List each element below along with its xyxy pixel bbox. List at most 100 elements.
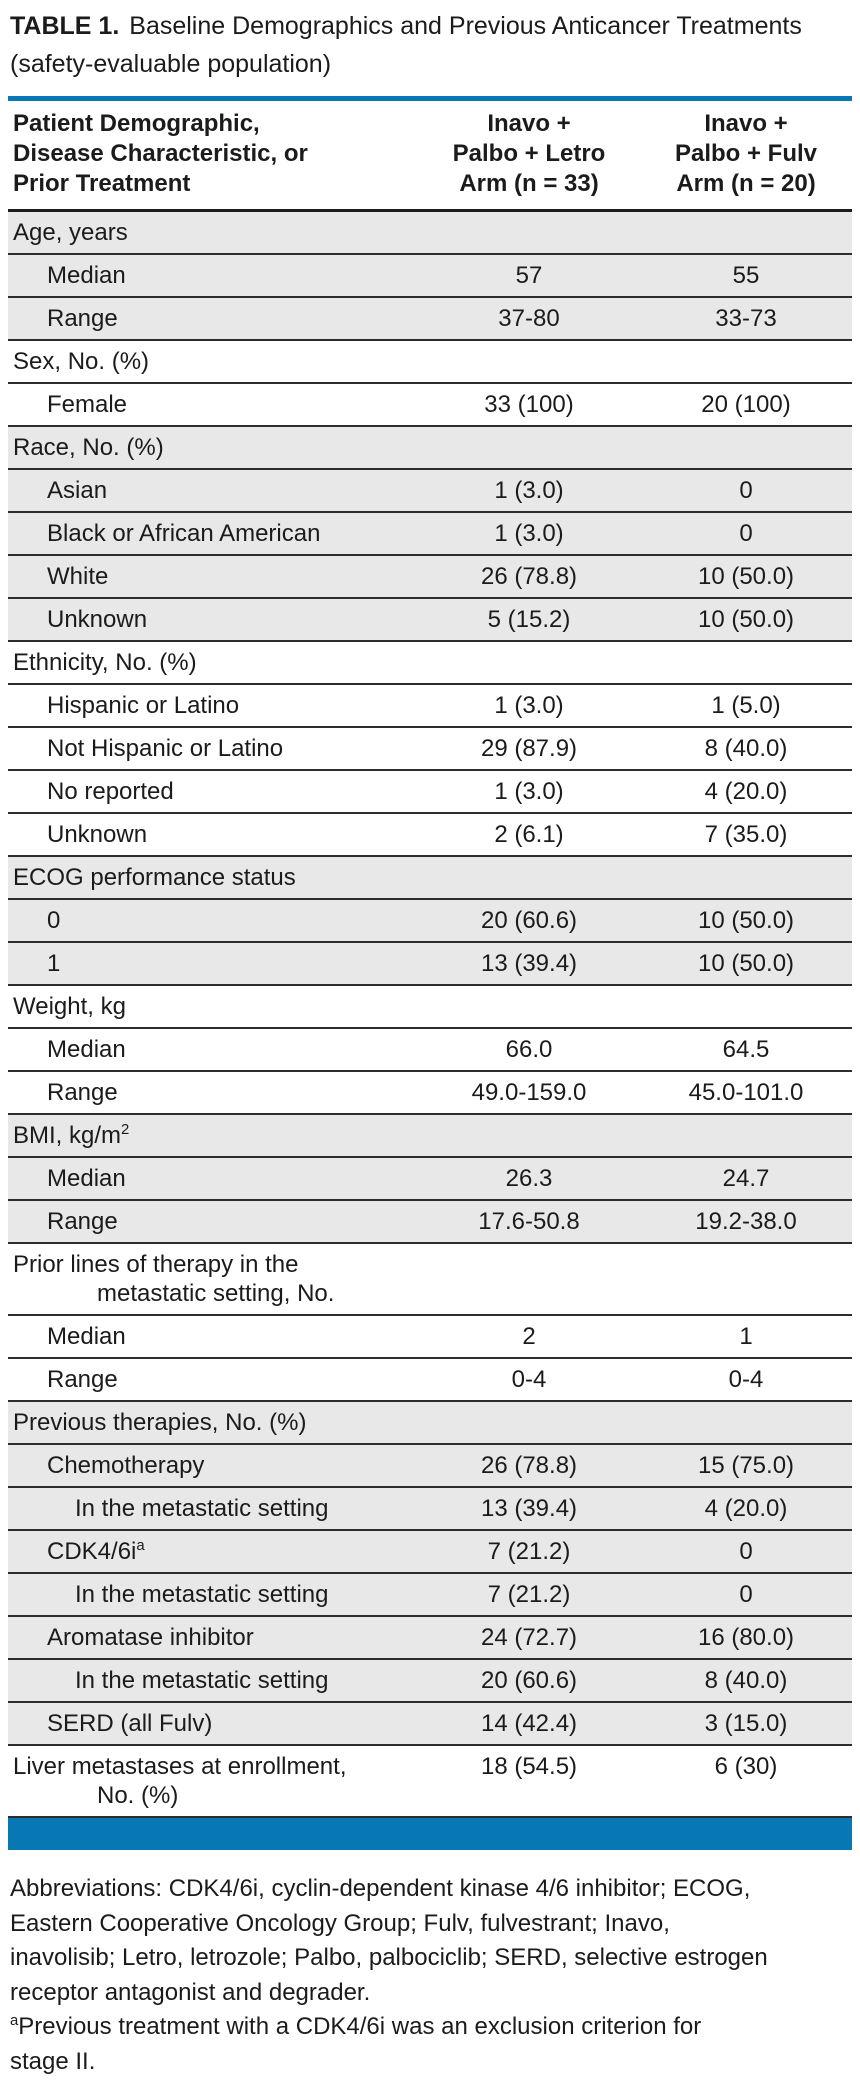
row-value-arm2: 6 (30) xyxy=(640,1745,852,1818)
table-row: 0 20 (60.6) 10 (50.0) xyxy=(8,899,852,943)
superscript-marker: a xyxy=(136,1538,145,1554)
table-row: Hispanic or Latino 1 (3.0) 1 (5.0) xyxy=(8,684,852,728)
row-label: White xyxy=(8,555,418,599)
row-value-arm1 xyxy=(418,641,640,685)
row-label: Hispanic or Latino xyxy=(8,684,418,728)
row-value-arm2 xyxy=(640,426,852,470)
row-value-arm1: 17.6-50.8 xyxy=(418,1200,640,1244)
row-label: Median xyxy=(8,254,418,298)
row-value-arm2: 0 xyxy=(640,1573,852,1617)
section-header-row: BMI, kg/m2 xyxy=(8,1114,852,1158)
row-value-arm1: 66.0 xyxy=(418,1028,640,1072)
section-header-row: Sex, No. (%) xyxy=(8,340,852,384)
footnote-a: aPrevious treatment with a CDK4/6i was a… xyxy=(10,2010,852,2079)
abbreviations-note: Abbreviations: CDK4/6i, cyclin-dependent… xyxy=(10,1875,768,2006)
row-label: Race, No. (%) xyxy=(8,426,418,470)
row-value-arm2: 3 (15.0) xyxy=(640,1702,852,1746)
table-title-text: Baseline Demographics and Previous Antic… xyxy=(129,12,802,40)
row-value-arm1: 20 (60.6) xyxy=(418,1659,640,1703)
row-value-arm1: 1 (3.0) xyxy=(418,684,640,728)
row-value-arm2: 4 (20.0) xyxy=(640,770,852,814)
row-value-arm2: 0 xyxy=(640,469,852,513)
row-label: Unknown xyxy=(8,598,418,642)
row-value-arm2 xyxy=(640,1114,852,1158)
row-value-arm2: 10 (50.0) xyxy=(640,899,852,943)
row-value-arm1: 1 (3.0) xyxy=(418,512,640,556)
row-value-arm2 xyxy=(640,1401,852,1445)
row-label: In the metastatic setting xyxy=(8,1659,418,1703)
column-header-arm2: Inavo + Palbo + Fulv Arm (n = 20) xyxy=(640,98,852,212)
row-value-arm2 xyxy=(640,210,852,255)
row-label: Previous therapies, No. (%) xyxy=(8,1401,418,1445)
row-label: Not Hispanic or Latino xyxy=(8,727,418,771)
row-value-arm2: 1 xyxy=(640,1315,852,1359)
section-header-row: Weight, kg xyxy=(8,985,852,1029)
row-label: ECOG performance status xyxy=(8,856,418,900)
footnote-a-marker: a xyxy=(10,2013,19,2029)
row-label: Median xyxy=(8,1028,418,1072)
section-header-row: Ethnicity, No. (%) xyxy=(8,641,852,685)
section-header-row: ECOG performance status xyxy=(8,856,852,900)
row-value-arm1 xyxy=(418,340,640,384)
table-row: Chemotherapy 26 (78.8) 15 (75.0) xyxy=(8,1444,852,1488)
row-label: Range xyxy=(8,1200,418,1244)
row-value-arm2: 15 (75.0) xyxy=(640,1444,852,1488)
table-bottom-accent-bar xyxy=(8,1818,852,1850)
row-label: Black or African American xyxy=(8,512,418,556)
table-row: Median 2 1 xyxy=(8,1315,852,1359)
section-header-row: Race, No. (%) xyxy=(8,426,852,470)
row-value-arm1: 33 (100) xyxy=(418,383,640,427)
row-value-arm1 xyxy=(418,210,640,255)
row-value-arm1: 7 (21.2) xyxy=(418,1530,640,1574)
table-row: Median 26.3 24.7 xyxy=(8,1157,852,1201)
row-value-arm1: 14 (42.4) xyxy=(418,1702,640,1746)
row-value-arm1: 24 (72.7) xyxy=(418,1616,640,1660)
table-header-row: Patient Demographic, Disease Characterist… xyxy=(8,98,852,212)
row-label: In the metastatic setting xyxy=(8,1487,418,1531)
row-label: Range xyxy=(8,1358,418,1402)
row-value-arm2: 8 (40.0) xyxy=(640,727,852,771)
row-value-arm2: 20 (100) xyxy=(640,383,852,427)
row-label: Sex, No. (%) xyxy=(8,340,418,384)
row-label: No reported xyxy=(8,770,418,814)
row-value-arm1: 20 (60.6) xyxy=(418,899,640,943)
row-label: Range xyxy=(8,297,418,341)
row-value-arm2: 45.0-101.0 xyxy=(640,1071,852,1115)
row-value-arm2: 16 (80.0) xyxy=(640,1616,852,1660)
row-label: Female xyxy=(8,383,418,427)
row-value-arm1 xyxy=(418,856,640,900)
table-row: Unknown 5 (15.2) 10 (50.0) xyxy=(8,598,852,642)
row-label: In the metastatic setting xyxy=(8,1573,418,1617)
table-number-label: TABLE 1. xyxy=(10,12,120,40)
row-value-arm1 xyxy=(418,985,640,1029)
row-value-arm2: 10 (50.0) xyxy=(640,555,852,599)
table-row: Range 17.6-50.8 19.2-38.0 xyxy=(8,1200,852,1244)
row-value-arm2: 10 (50.0) xyxy=(640,942,852,986)
row-value-arm1: 26.3 xyxy=(418,1157,640,1201)
row-label: 0 xyxy=(8,899,418,943)
row-label: BMI, kg/m2 xyxy=(8,1114,418,1158)
row-value-arm1: 37-80 xyxy=(418,297,640,341)
table-title-line1: TABLE 1. Baseline Demographics and Previo… xyxy=(10,12,802,40)
table-row: Female 33 (100) 20 (100) xyxy=(8,383,852,427)
row-value-arm1: 13 (39.4) xyxy=(418,942,640,986)
table-row: In the metastatic setting 7 (21.2) 0 xyxy=(8,1573,852,1617)
table-row: SERD (all Fulv) 14 (42.4) 3 (15.0) xyxy=(8,1702,852,1746)
table-row: Median 57 55 xyxy=(8,254,852,298)
row-label: 1 xyxy=(8,942,418,986)
row-label: Ethnicity, No. (%) xyxy=(8,641,418,685)
table-row: No reported 1 (3.0) 4 (20.0) xyxy=(8,770,852,814)
section-header-row: Age, years xyxy=(8,210,852,255)
row-value-arm2: 4 (20.0) xyxy=(640,1487,852,1531)
table-row: Range 0-4 0-4 xyxy=(8,1358,852,1402)
row-label: Aromatase inhibitor xyxy=(8,1616,418,1660)
row-value-arm2 xyxy=(640,985,852,1029)
table-row: Range 37-80 33-73 xyxy=(8,297,852,341)
row-value-arm2: 0 xyxy=(640,512,852,556)
table-footnotes: Abbreviations: CDK4/6i, cyclin-dependent… xyxy=(10,1872,852,2079)
table-row: Asian 1 (3.0) 0 xyxy=(8,469,852,513)
row-label: Asian xyxy=(8,469,418,513)
row-value-arm2: 55 xyxy=(640,254,852,298)
row-value-arm1 xyxy=(418,1243,640,1316)
table-row: Range 49.0-159.0 45.0-101.0 xyxy=(8,1071,852,1115)
